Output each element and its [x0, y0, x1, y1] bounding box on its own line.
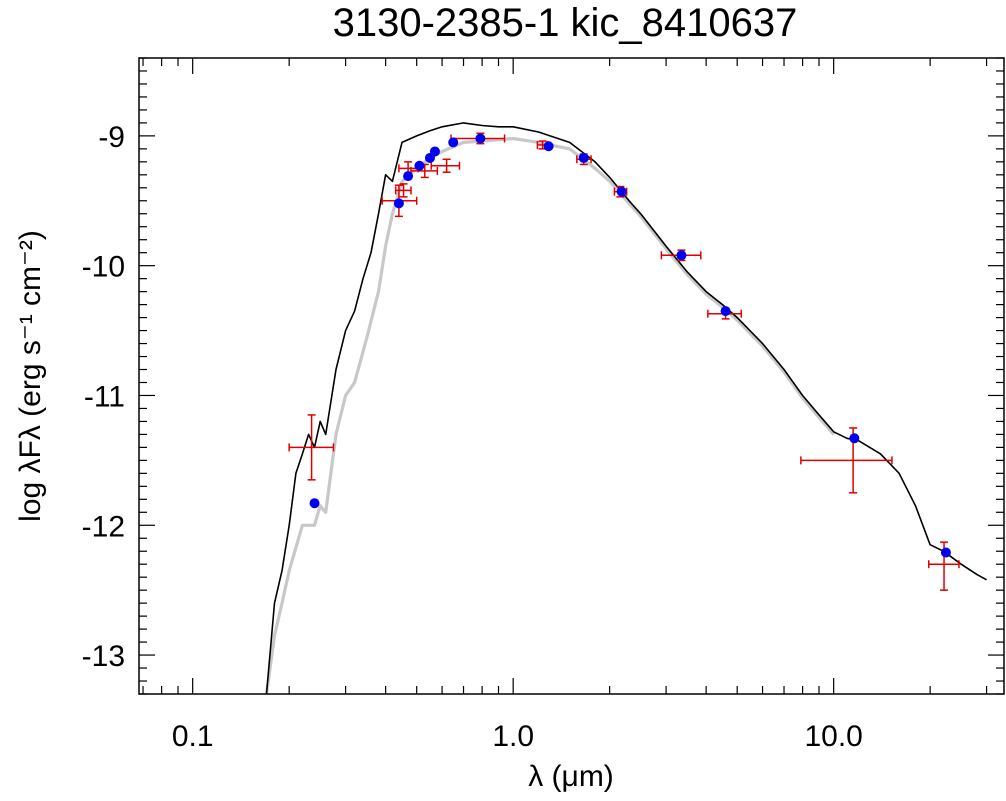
synthetic-point [578, 152, 589, 163]
y-tick-labels: -9 -10 -11 -12 -13 [82, 121, 125, 673]
observed-photometry-layer [288, 132, 960, 591]
synthetic-point [849, 433, 860, 444]
observed-point [430, 158, 461, 173]
synthetic-point [414, 160, 425, 171]
y-tick-label: -12 [82, 510, 125, 543]
observed-point [288, 414, 335, 481]
synthetic-point [393, 198, 404, 209]
x-tick-label: 0.1 [172, 720, 214, 753]
synthetic-point [940, 547, 951, 558]
x-tick-label: 1.0 [492, 720, 534, 753]
synthetic-point [720, 306, 731, 317]
y-tick-label: -11 [84, 380, 125, 413]
model-sed-gray-line [264, 136, 835, 695]
synthetic-photometry-layer [309, 133, 951, 558]
y-axis-label: log λFλ (erg s⁻¹ cm⁻²) [14, 230, 47, 522]
y-tick-label: -10 [82, 251, 125, 284]
synthetic-point [676, 250, 687, 261]
y-tick-label: -13 [82, 640, 125, 673]
model-sed-black-line [265, 122, 987, 695]
synthetic-point [475, 133, 486, 144]
black-model-layer [265, 122, 987, 695]
plot-frame [138, 57, 1005, 695]
x-tick-label: 10.0 [804, 720, 862, 753]
y-tick-label: -9 [98, 121, 125, 154]
observed-point [394, 183, 412, 198]
synthetic-point [429, 146, 440, 157]
gray-model-layer [264, 136, 835, 695]
synthetic-point [448, 137, 459, 148]
x-tick-labels: 0.1 1.0 10.0 [172, 720, 863, 753]
synthetic-point [616, 186, 627, 197]
synthetic-point [543, 141, 554, 152]
chart-title: 3130-2385-1 kic_8410637 [333, 1, 798, 45]
synthetic-point [403, 171, 414, 182]
synthetic-point [309, 498, 320, 509]
axis-ticks [139, 57, 1004, 695]
x-axis-label: λ (μm) [528, 760, 614, 793]
